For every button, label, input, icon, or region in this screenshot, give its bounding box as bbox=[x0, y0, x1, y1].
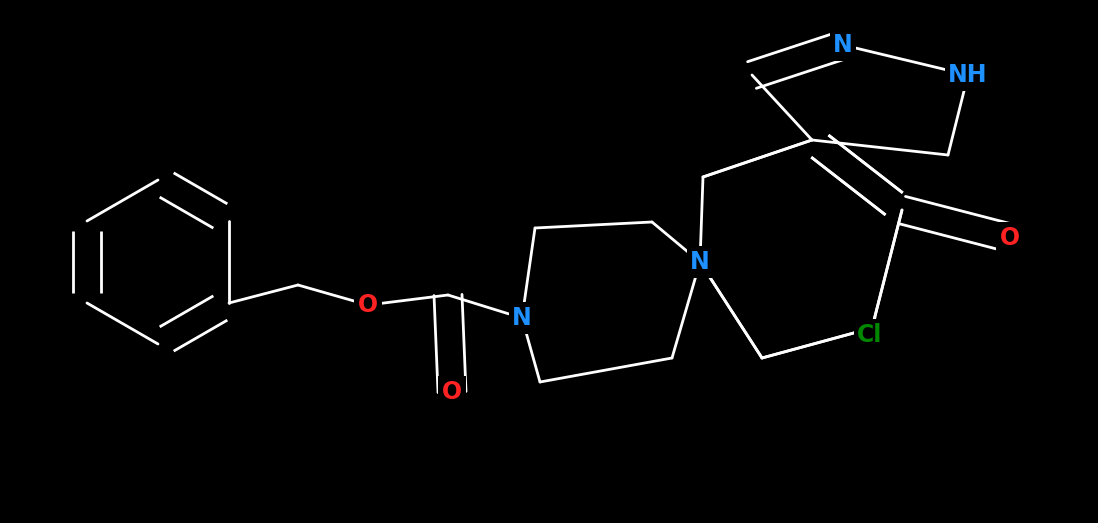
Text: N: N bbox=[512, 306, 531, 330]
Text: O: O bbox=[358, 293, 378, 317]
Text: O: O bbox=[1000, 226, 1020, 250]
Text: N: N bbox=[691, 250, 710, 274]
Text: O: O bbox=[441, 380, 462, 404]
Text: NH: NH bbox=[949, 63, 988, 87]
Text: N: N bbox=[512, 306, 531, 330]
Text: Cl: Cl bbox=[858, 323, 883, 347]
Text: N: N bbox=[833, 33, 853, 57]
